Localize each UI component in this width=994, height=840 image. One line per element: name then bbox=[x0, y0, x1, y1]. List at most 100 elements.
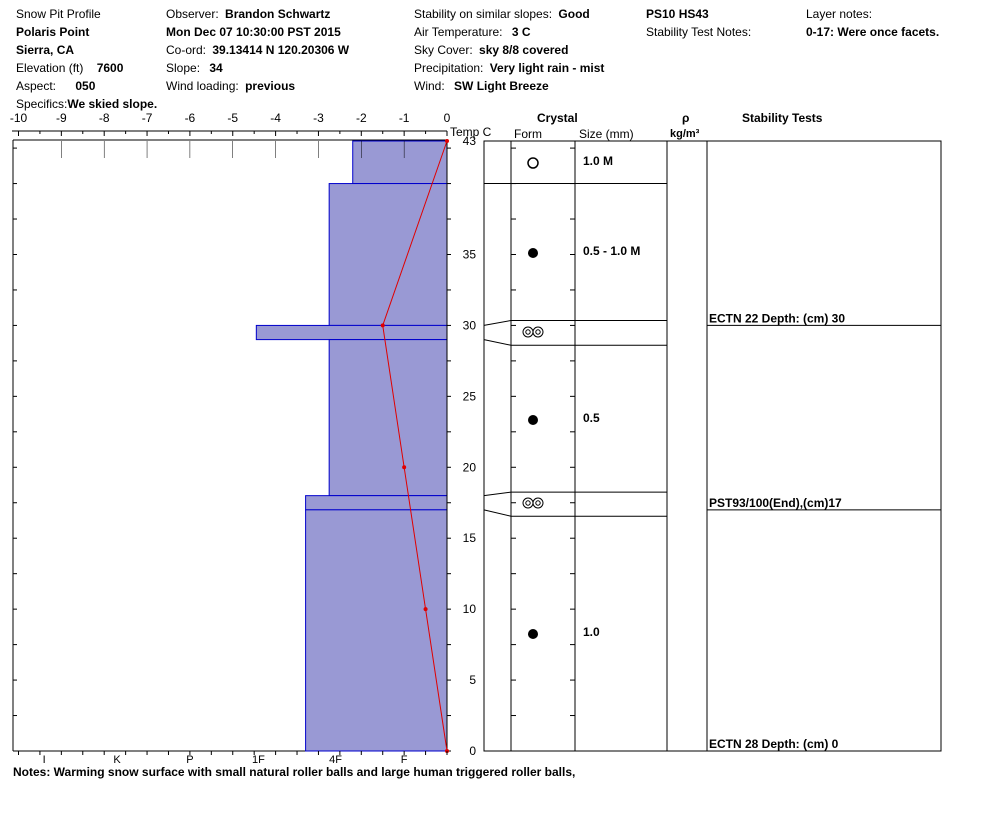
air-temp-row: Air Temperature: 3 C bbox=[414, 25, 531, 39]
stability-tests-header: Stability Tests bbox=[742, 111, 823, 125]
depth-tick-label: 25 bbox=[463, 389, 477, 403]
depth-tick-label: 5 bbox=[469, 673, 476, 687]
wind-value: SW Light Breeze bbox=[454, 79, 549, 93]
stability-test-label: ECTN 28 Depth: (cm) 0 bbox=[709, 737, 839, 751]
slope-label: Slope: bbox=[166, 61, 201, 75]
hardness-layer-bar bbox=[328, 339, 448, 497]
stability-value: Good bbox=[558, 7, 590, 21]
stability-test-label: ECTN 22 Depth: (cm) 30 bbox=[709, 311, 845, 325]
depth-tick-label: 35 bbox=[463, 247, 477, 261]
temperature-point bbox=[402, 465, 407, 470]
hardness-tick-label: K bbox=[113, 754, 121, 766]
density-symbol-header: ρ bbox=[682, 111, 690, 125]
aspect-label: Aspect: bbox=[16, 79, 57, 93]
layer-boundary-line bbox=[483, 509, 667, 517]
observer-row: Observer: Brandon Schwartz bbox=[166, 7, 330, 21]
sky-cover-label: Sky Cover: bbox=[414, 43, 473, 57]
temp-tick-label: -4 bbox=[270, 111, 281, 125]
crystal-form-open-circle bbox=[527, 157, 539, 169]
hardness-tick-label: I bbox=[43, 754, 46, 766]
layer-boundary-line bbox=[483, 491, 667, 497]
observation-datetime: Mon Dec 07 10:30:00 PST 2015 bbox=[166, 25, 341, 39]
hardness-layer-bar bbox=[352, 140, 448, 185]
hardness-layer-bar bbox=[328, 183, 448, 326]
depth-tick-label: 20 bbox=[463, 460, 477, 474]
hardness-tick-label: F bbox=[401, 754, 408, 766]
crystal-form-ring bbox=[532, 497, 544, 509]
crystal-size-label: 0.5 bbox=[583, 411, 600, 425]
temp-tick-label: -9 bbox=[56, 111, 67, 125]
crystal-size-label: 0.5 - 1.0 M bbox=[583, 244, 640, 258]
crystal-form-ring bbox=[525, 329, 531, 335]
sky-cover-value: sky 8/8 covered bbox=[479, 43, 569, 57]
observer-label: Observer: bbox=[166, 7, 219, 21]
temp-tick-label: -3 bbox=[313, 111, 324, 125]
crystal-form-filled-circle bbox=[528, 248, 538, 258]
temperature-point bbox=[380, 323, 385, 328]
crystal-form-filled-circle bbox=[528, 415, 538, 425]
crystal-form-ring bbox=[525, 500, 531, 506]
precip-row: Precipitation: Very light rain - mist bbox=[414, 61, 604, 75]
hardness-tick-label: 4F bbox=[329, 754, 342, 766]
hardness-layer-bar bbox=[305, 495, 448, 511]
precip-label: Precipitation: bbox=[414, 61, 484, 75]
pit-code: PS10 HS43 bbox=[646, 7, 709, 21]
form-header: Form bbox=[514, 127, 542, 141]
crystal-header: Crystal bbox=[537, 111, 578, 125]
crystal-form-ring bbox=[522, 497, 534, 509]
depth-tick-label: 10 bbox=[463, 602, 477, 616]
crystal-size-label: 1.0 bbox=[583, 625, 600, 639]
hardness-layer-bar bbox=[305, 509, 448, 752]
depth-tick-label: 0 bbox=[469, 744, 476, 758]
temp-tick-label: 0 bbox=[444, 111, 451, 125]
depth-tick-label: 30 bbox=[463, 318, 477, 332]
temp-tick-label: -7 bbox=[142, 111, 153, 125]
depth-tick-label: 15 bbox=[463, 531, 477, 545]
aspect-value: 050 bbox=[75, 79, 96, 93]
temp-axis-label: Temp C bbox=[450, 125, 492, 139]
profile-table-frame bbox=[483, 140, 942, 752]
wind-row: Wind: SW Light Breeze bbox=[414, 79, 549, 93]
location-name: Polaris Point bbox=[16, 25, 90, 39]
hardness-tick-label: 1F bbox=[252, 754, 265, 766]
coord-value: 39.13414 N 120.20306 W bbox=[212, 43, 350, 57]
specifics-label: Specifics: bbox=[16, 97, 68, 111]
temp-tick-label: -10 bbox=[10, 111, 28, 125]
layer-notes-value: 0-17: Were once facets. bbox=[806, 25, 940, 39]
elevation-label: Elevation (ft) bbox=[16, 61, 84, 75]
air-temp-value: 3 C bbox=[511, 25, 531, 39]
layer-boundary-line bbox=[483, 319, 667, 326]
temperature-point bbox=[423, 607, 428, 612]
layer-boundary-line bbox=[483, 339, 667, 346]
wind-loading-label: Wind loading: bbox=[166, 79, 239, 93]
temp-tick-label: -6 bbox=[185, 111, 196, 125]
specifics-value: We skied slope. bbox=[67, 97, 158, 111]
crystal-size-label: 1.0 M bbox=[583, 154, 613, 168]
sky-cover-row: Sky Cover: sky 8/8 covered bbox=[414, 43, 568, 57]
coord-row: Co-ord: 39.13414 N 120.20306 W bbox=[166, 43, 349, 57]
density-unit-header: kg/m³ bbox=[670, 128, 700, 140]
profile-title: Snow Pit Profile bbox=[16, 7, 101, 21]
crystal-form-ring bbox=[532, 326, 544, 338]
observer-value: Brandon Schwartz bbox=[225, 7, 331, 21]
temp-tick-label: -1 bbox=[399, 111, 410, 125]
stability-test-label: PST93/100(End),(cm)17 bbox=[709, 496, 842, 510]
wind-loading-value: previous bbox=[245, 79, 296, 93]
hardness-layer-bar bbox=[255, 324, 448, 341]
depth-tick-label: 43 bbox=[463, 134, 477, 148]
precip-value: Very light rain - mist bbox=[489, 61, 605, 75]
crystal-form-ring bbox=[535, 329, 541, 335]
stability-test-notes-label: Stability Test Notes: bbox=[646, 25, 752, 39]
region-name: Sierra, CA bbox=[16, 43, 75, 57]
stability-row: Stability on similar slopes: Good bbox=[414, 7, 590, 21]
elevation-value: 7600 bbox=[96, 61, 124, 75]
notes-text: Notes: Warming snow surface with small n… bbox=[13, 765, 576, 779]
hardness-tick-label: P bbox=[186, 754, 193, 766]
layer-notes-label: Layer notes: bbox=[806, 7, 873, 21]
size-header: Size (mm) bbox=[579, 127, 634, 141]
temp-tick-label: -8 bbox=[99, 111, 110, 125]
crystal-form-filled-circle bbox=[528, 629, 538, 639]
temp-tick-label: -5 bbox=[227, 111, 238, 125]
coord-label: Co-ord: bbox=[166, 43, 207, 57]
